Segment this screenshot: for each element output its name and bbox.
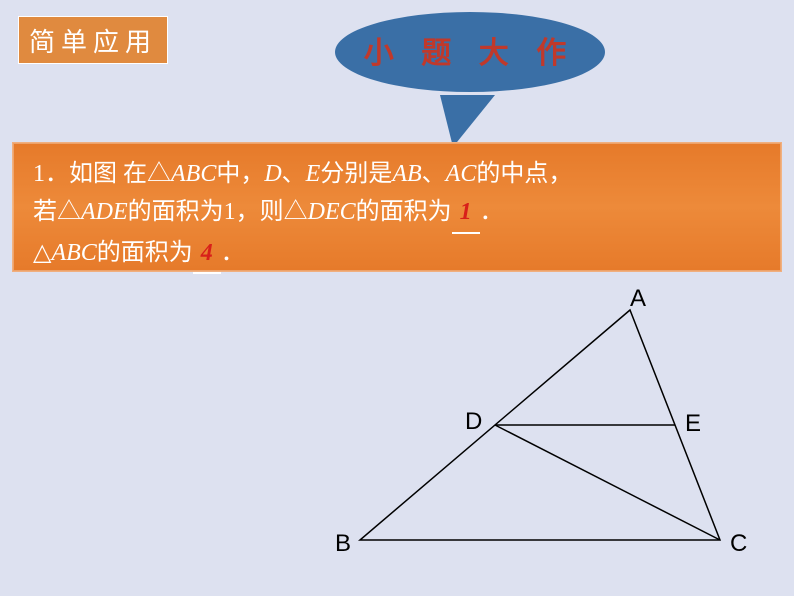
speech-bubble: 小 题 大 作 (330, 10, 610, 105)
p-ADE: ADE (81, 199, 128, 225)
label-A: A (630, 285, 646, 313)
p-AC: AC (446, 161, 477, 187)
label-D: D (465, 408, 482, 436)
p-D: D (264, 161, 281, 187)
section-tag-label: 简单应用 (29, 22, 157, 59)
p-l3-mid: 的面积为 (97, 240, 193, 266)
label-E: E (685, 410, 701, 438)
bubble-text: 小 题 大 作 (330, 10, 610, 90)
blank-1: 1 (452, 193, 480, 233)
p-sep: 、 (282, 161, 306, 187)
label-C: C (730, 530, 747, 558)
p-E: E (306, 161, 321, 187)
blank-2: 4 (193, 234, 221, 274)
p-period: ． (480, 199, 504, 225)
problem-statement: 1．如图 在△ABC中，D、E分别是AB、AC的中点， 若△ADE的面积为1，则… (12, 142, 782, 272)
p-l2-prefix: 若△ (33, 199, 81, 225)
answer-1: 1 (460, 199, 472, 225)
p-AB: AB (392, 161, 421, 187)
p-l3-prefix: △ (33, 240, 51, 266)
p-DEC: DEC (308, 199, 356, 225)
p-l1-prefix: 1．如图 在△ (33, 161, 171, 187)
p-l2-mid: 的面积为1，则△ (128, 199, 308, 225)
p-l2-suffix: 的面积为 (356, 199, 452, 225)
answer-2: 4 (201, 240, 213, 266)
p-comma: 、 (422, 161, 446, 187)
p-l1-mid: 中， (216, 161, 264, 187)
section-tag: 简单应用 (18, 16, 168, 64)
p-tri1: ABC (171, 161, 216, 187)
p-l1-suffix: 分别是 (320, 161, 392, 187)
p-ABC: ABC (51, 240, 96, 266)
label-B: B (335, 530, 351, 558)
p-l3-end: ． (221, 240, 245, 266)
p-l1-end: 的中点， (476, 161, 572, 187)
